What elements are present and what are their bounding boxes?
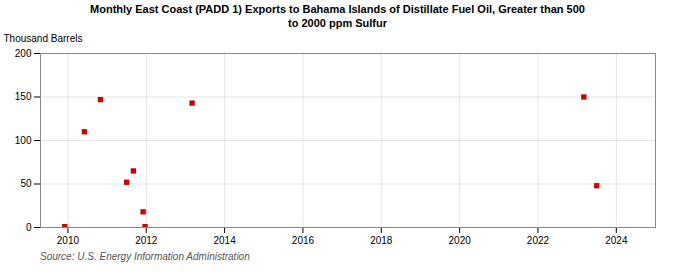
svg-text:2024: 2024	[605, 234, 628, 245]
svg-text:Thousand Barrels: Thousand Barrels	[4, 32, 83, 43]
svg-text:150: 150	[15, 91, 32, 102]
svg-text:100: 100	[15, 134, 32, 145]
svg-text:2012: 2012	[135, 234, 158, 245]
html-text:Source: U.S. Energy Informatio: Source: U.S. Energy Information Administ…	[40, 250, 250, 262]
svg-text:50: 50	[20, 178, 32, 189]
svg-text:2014: 2014	[213, 234, 236, 245]
svg-text:200: 200	[15, 47, 32, 58]
svg-text:2016: 2016	[292, 234, 315, 245]
svg-text:2018: 2018	[370, 234, 393, 245]
svg-text:2020: 2020	[449, 234, 472, 245]
svg-text:2010: 2010	[57, 234, 80, 245]
svg-text:2022: 2022	[527, 234, 550, 245]
svg-text:0: 0	[26, 221, 32, 232]
html-text:Monthly East Coast (PADD 1) Ex: Monthly East Coast (PADD 1) Exports to B…	[90, 3, 585, 29]
